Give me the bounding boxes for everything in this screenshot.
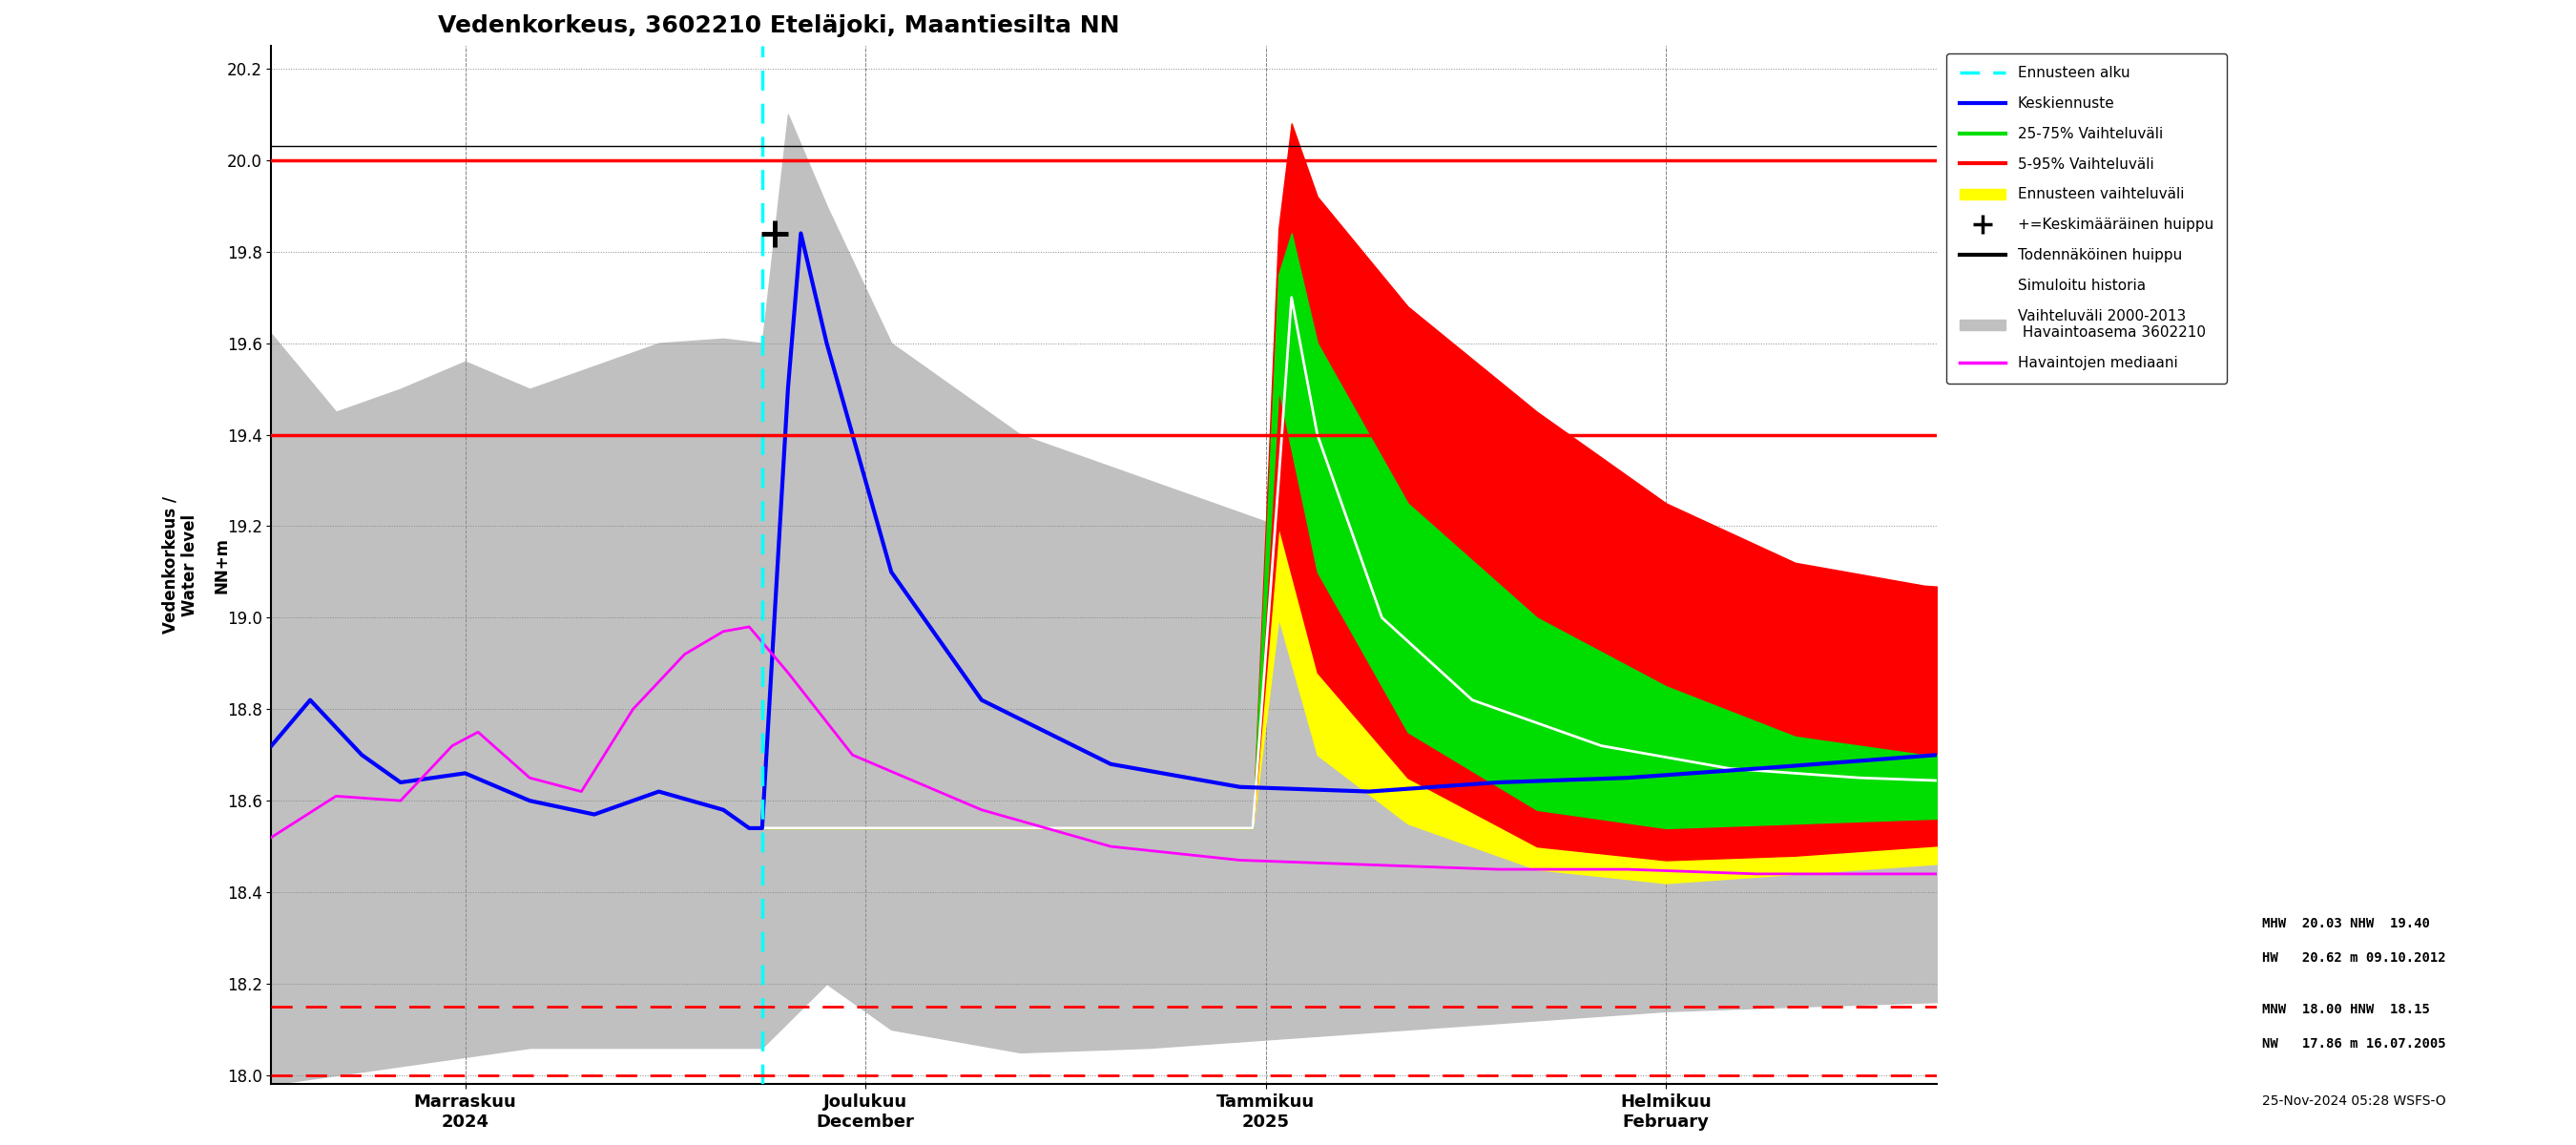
Text: NN+m: NN+m [214, 537, 229, 593]
Text: Vedenkorkeus /
Water level: Vedenkorkeus / Water level [162, 496, 198, 633]
Text: MNW  18.00 HNW  18.15: MNW 18.00 HNW 18.15 [2262, 1003, 2429, 1017]
Text: NW   17.86 m 16.07.2005: NW 17.86 m 16.07.2005 [2262, 1037, 2445, 1051]
Text: MHW  20.03 NHW  19.40: MHW 20.03 NHW 19.40 [2262, 917, 2429, 930]
Legend: Ennusteen alku, Keskiennuste, 25-75% Vaihteluväli, 5-95% Vaihteluväli, Ennusteen: Ennusteen alku, Keskiennuste, 25-75% Vai… [1945, 53, 2226, 384]
Text: 25-Nov-2024 05:28 WSFS-O: 25-Nov-2024 05:28 WSFS-O [2262, 1095, 2445, 1108]
Text: Vedenkorkeus, 3602210 Eteläjoki, Maantiesilta NN: Vedenkorkeus, 3602210 Eteläjoki, Maantie… [438, 14, 1121, 37]
Text: HW   20.62 m 09.10.2012: HW 20.62 m 09.10.2012 [2262, 951, 2445, 964]
